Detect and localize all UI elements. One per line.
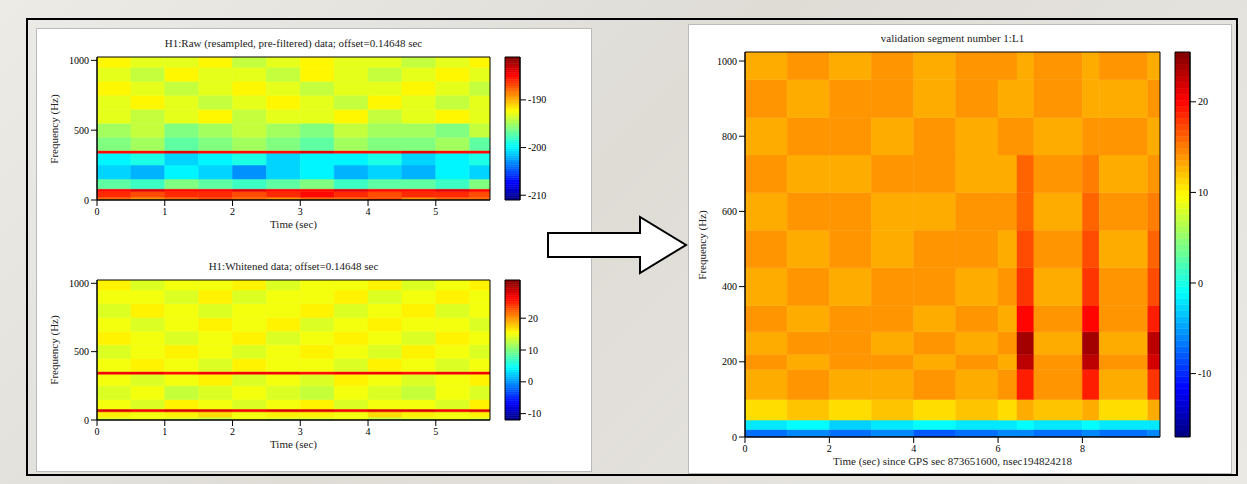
svg-text:1000: 1000 (69, 55, 89, 66)
svg-text:1000: 1000 (69, 278, 89, 289)
svg-text:-200: -200 (528, 142, 546, 153)
svg-text:400: 400 (722, 281, 737, 292)
html-text:Time (sec) since GPS sec 87365: Time (sec) since GPS sec 873651600, nsec… (833, 455, 1072, 467)
svg-text:20: 20 (528, 313, 538, 324)
svg-text:0: 0 (95, 426, 100, 437)
svg-text:2: 2 (230, 426, 235, 437)
svg-text:4: 4 (366, 206, 371, 217)
svg-text:8: 8 (1080, 443, 1085, 454)
svg-text:800: 800 (722, 131, 737, 142)
svg-text:0: 0 (95, 206, 100, 217)
svg-text:6: 6 (996, 443, 1001, 454)
html-text:validation segment number 1:L1: validation segment number 1:L1 (880, 32, 1025, 44)
html-text:H1:Whitened data; offset=0.146: H1:Whitened data; offset=0.14648 sec (208, 260, 379, 272)
svg-text:0: 0 (528, 376, 533, 387)
svg-text:1: 1 (162, 206, 167, 217)
svg-text:3: 3 (298, 206, 303, 217)
svg-text:10: 10 (528, 345, 538, 356)
svg-text:500: 500 (74, 346, 89, 357)
svg-text:0: 0 (84, 415, 89, 426)
svg-text:20: 20 (1198, 96, 1208, 107)
html-text:Frequency (Hz): Frequency (Hz) (48, 315, 60, 385)
html-text:Frequency (Hz): Frequency (Hz) (48, 93, 60, 164)
svg-text:500: 500 (74, 125, 89, 136)
html-text:Frequency (Hz): Frequency (Hz) (696, 209, 708, 280)
svg-text:0: 0 (732, 432, 737, 443)
svg-text:-190: -190 (528, 94, 546, 105)
svg-text:4: 4 (366, 426, 371, 437)
svg-text:5: 5 (433, 426, 438, 437)
html-text:H1:Raw (resampled, pre-filtere: H1:Raw (resampled, pre-filtered) data; o… (164, 37, 423, 49)
svg-text:2: 2 (230, 206, 235, 217)
html-text:Time (sec): Time (sec) (270, 438, 317, 450)
svg-text:200: 200 (722, 356, 737, 367)
svg-text:5: 5 (433, 206, 438, 217)
svg-text:2: 2 (827, 443, 832, 454)
svg-text:1000: 1000 (717, 56, 737, 67)
svg-text:3: 3 (298, 426, 303, 437)
svg-text:-210: -210 (528, 190, 546, 201)
svg-text:4: 4 (911, 443, 916, 454)
html-text:Time (sec): Time (sec) (270, 218, 317, 230)
svg-text:-10: -10 (528, 408, 541, 419)
svg-text:-10: -10 (1198, 368, 1211, 379)
svg-text:0: 0 (743, 443, 748, 454)
svg-text:600: 600 (722, 206, 737, 217)
svg-text:1: 1 (162, 426, 167, 437)
svg-text:0: 0 (84, 195, 89, 206)
svg-text:0: 0 (1198, 278, 1203, 289)
svg-text:10: 10 (1198, 187, 1208, 198)
